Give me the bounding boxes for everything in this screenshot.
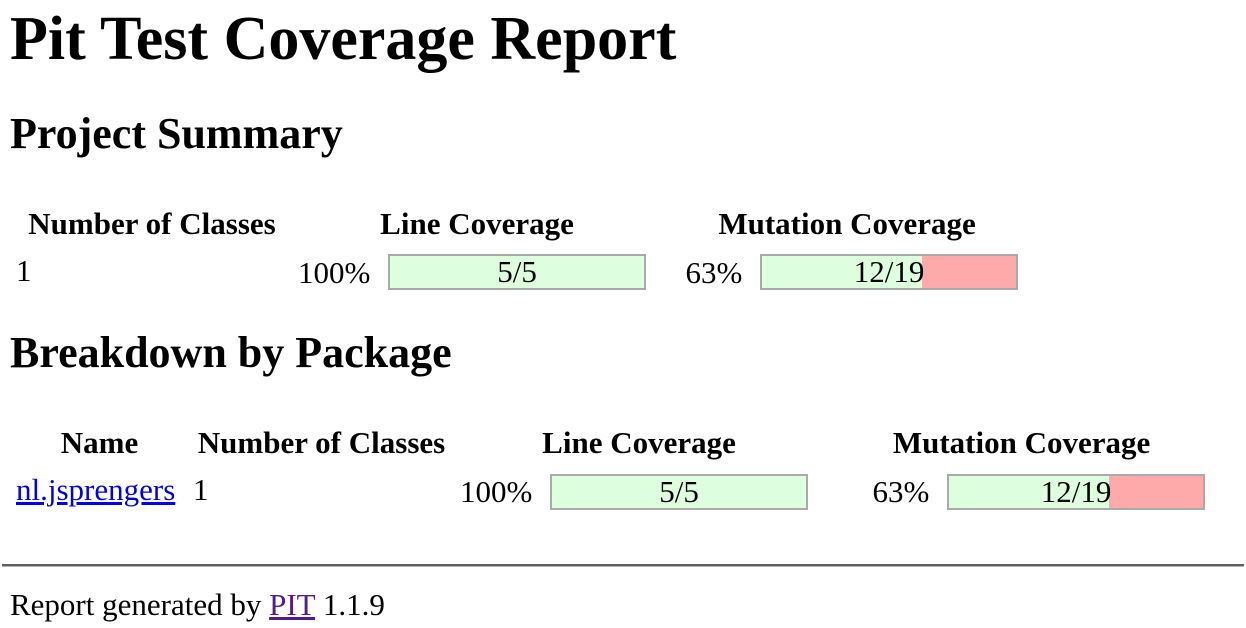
column-header-line-coverage: Line Coverage bbox=[380, 205, 574, 241]
project-summary-table: Number of Classes Line Coverage Mutation… bbox=[10, 202, 1034, 295]
line-coverage-cell: 100% 5/5 bbox=[294, 246, 660, 293]
mutation-coverage-bar: 12/19 bbox=[760, 254, 1019, 291]
line-coverage-percent: 100% bbox=[460, 473, 533, 509]
line-coverage-fraction: 5/5 bbox=[497, 254, 537, 290]
mutation-coverage-cell: 63% 12/19 bbox=[662, 246, 1032, 293]
footer-divider bbox=[2, 563, 1244, 567]
column-header-mutation-coverage: Mutation Coverage bbox=[718, 205, 976, 241]
mutation-coverage-fraction: 12/19 bbox=[1040, 473, 1112, 509]
column-header-name: Name bbox=[60, 425, 139, 461]
project-summary-header-row: Number of Classes Line Coverage Mutation… bbox=[12, 204, 1032, 244]
breakdown-heading: Breakdown by Package bbox=[10, 328, 452, 378]
line-coverage-bar: 5/5 bbox=[550, 473, 809, 510]
line-coverage-fraction: 5/5 bbox=[659, 473, 699, 509]
mutation-coverage-percent: 63% bbox=[685, 254, 743, 290]
pit-link[interactable]: PIT bbox=[269, 586, 316, 622]
column-header-line-coverage: Line Coverage bbox=[542, 425, 736, 461]
project-summary-heading: Project Summary bbox=[10, 109, 343, 159]
mutation-coverage-percent: 63% bbox=[872, 473, 930, 509]
mutation-coverage-cell: 63% 12/19 bbox=[824, 465, 1219, 512]
package-link[interactable]: nl.jsprengers bbox=[16, 472, 176, 508]
column-header-number-of-classes: Number of Classes bbox=[28, 205, 276, 241]
breakdown-row: nl.jsprengers 1 100% 5/5 63% 12/19 bbox=[12, 465, 1219, 512]
number-of-classes-value: 1 bbox=[16, 253, 32, 289]
line-coverage-percent: 100% bbox=[298, 254, 371, 290]
project-summary-row: 1 100% 5/5 63% 12/19 bbox=[12, 246, 1032, 293]
mutation-coverage-bar: 12/19 bbox=[947, 473, 1206, 510]
mutation-coverage-fraction: 12/19 bbox=[853, 254, 925, 290]
footer-text: Report generated by PIT 1.1.9 bbox=[10, 587, 1244, 623]
package-name-cell: nl.jsprengers bbox=[12, 465, 187, 512]
breakdown-table: Name Number of Classes Line Coverage Mut… bbox=[10, 421, 1221, 514]
line-coverage-bar-fill bbox=[390, 256, 645, 289]
mutation-coverage-bar-fill bbox=[762, 256, 923, 289]
footer-version: 1.1.9 bbox=[322, 586, 385, 622]
page-title: Pit Test Coverage Report bbox=[10, 5, 677, 73]
line-coverage-bar: 5/5 bbox=[388, 254, 647, 291]
breakdown-header-row: Name Number of Classes Line Coverage Mut… bbox=[12, 423, 1219, 463]
column-header-mutation-coverage: Mutation Coverage bbox=[892, 425, 1151, 461]
line-coverage-bar-fill bbox=[552, 475, 807, 508]
mutation-coverage-bar-fill bbox=[949, 475, 1110, 508]
column-header-number-of-classes: Number of Classes bbox=[197, 425, 446, 461]
number-of-classes-value: 1 bbox=[193, 472, 209, 508]
line-coverage-cell: 100% 5/5 bbox=[456, 465, 822, 512]
footer-prefix: Report generated by bbox=[10, 586, 262, 622]
